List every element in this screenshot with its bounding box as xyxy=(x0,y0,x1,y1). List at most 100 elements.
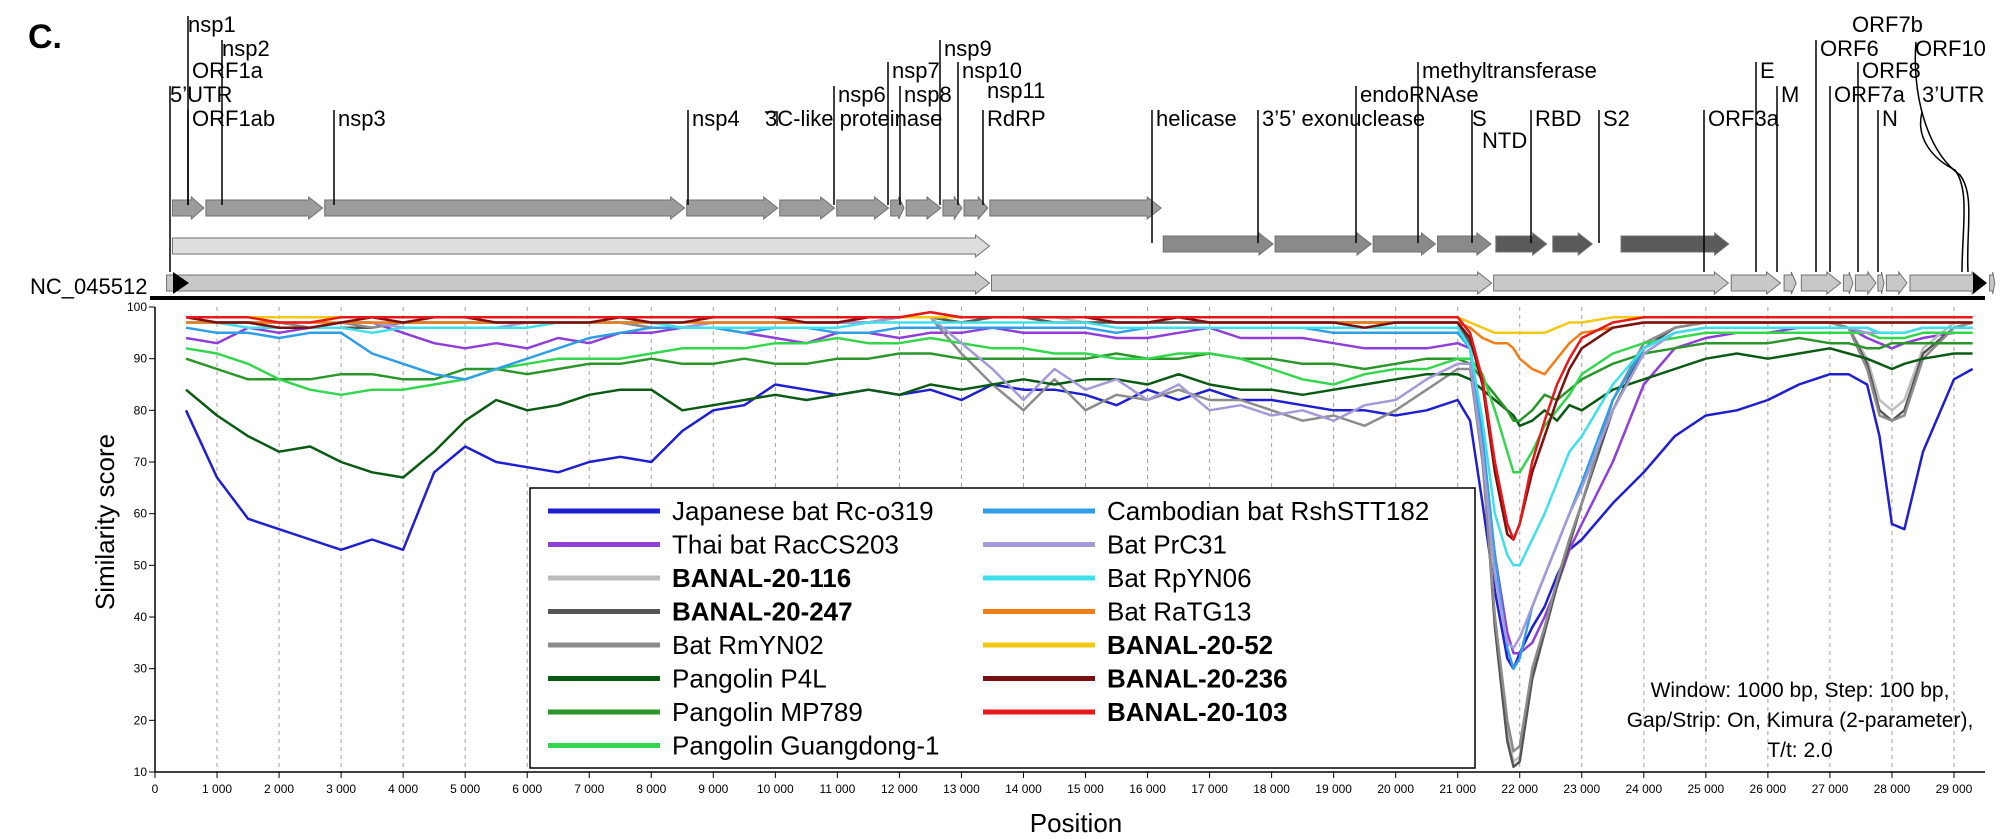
settings-annotation: Window: 1000 bp, Step: 100 bp, Gap/Strip… xyxy=(1627,679,1974,762)
series-line xyxy=(185,331,1973,474)
gene-label: ORF6 xyxy=(1820,36,1879,61)
utr-start-marker xyxy=(173,272,189,294)
x-tick-label: 3 000 xyxy=(326,782,356,796)
series-line xyxy=(186,316,1973,335)
x-tick-label: 20 000 xyxy=(1377,782,1414,796)
x-tick-label: 14 000 xyxy=(1005,782,1042,796)
x-tick-label: 16 000 xyxy=(1129,782,1166,796)
x-tick-label: 1 000 xyxy=(202,782,232,796)
y-tick-label: 80 xyxy=(134,403,148,417)
gene-arrow xyxy=(905,195,942,221)
y-tick-label: 90 xyxy=(134,352,148,366)
y-tick-label: 10 xyxy=(134,765,148,779)
legend-entry: Thai bat RacCS203 xyxy=(672,530,899,560)
gene-arrow xyxy=(205,195,324,221)
gene-label: ORF1a xyxy=(192,58,264,83)
gene-label: RBD xyxy=(1535,106,1581,131)
orf10-connector xyxy=(1914,41,1970,273)
x-tick-label: 25 000 xyxy=(1687,782,1724,796)
x-tick-label: 9 000 xyxy=(698,782,728,796)
gene-label-stem xyxy=(765,111,778,126)
gene-label: E xyxy=(1760,58,1775,83)
x-tick-label: 15 000 xyxy=(1067,782,1104,796)
legend-entry: BANAL-20-103 xyxy=(1107,697,1288,727)
gene-arrow xyxy=(1437,231,1492,257)
series-line xyxy=(185,347,1973,479)
x-tick-label: 2 000 xyxy=(264,782,294,796)
gene-arrow xyxy=(890,196,905,220)
series-line xyxy=(186,321,1973,567)
gene-label: nsp4 xyxy=(692,106,740,131)
gene-arrow xyxy=(171,195,205,221)
y-tick-label: 30 xyxy=(134,662,148,676)
gene-label: 3C-like proteinase xyxy=(765,106,942,131)
annotation-line-3: T/t: 2.0 xyxy=(1767,739,1832,762)
legend-entry: Cambodian bat RshSTT182 xyxy=(1107,496,1429,526)
gene-label: nsp11 xyxy=(987,78,1045,103)
x-tick-label: 28 000 xyxy=(1874,782,1911,796)
series-line xyxy=(185,310,1973,541)
gene-label: NTD xyxy=(1482,128,1527,153)
gene-label: nsp8 xyxy=(904,82,952,107)
series-line xyxy=(185,321,1973,655)
legend: Japanese bat Rc-o319 Thai bat RacCS203 BAN… xyxy=(529,487,1476,769)
gene-label: nsp3 xyxy=(338,106,386,131)
gene-arrow xyxy=(1620,231,1730,257)
y-tick-label: 70 xyxy=(134,455,148,469)
x-tick-label: 11 000 xyxy=(819,782,855,796)
y-tick-label: 50 xyxy=(134,558,148,572)
y-tick-label: 20 xyxy=(134,713,148,727)
gene-label: ORF7a xyxy=(1834,82,1906,107)
legend-entry: Bat RmYN02 xyxy=(672,630,824,660)
y-tick-label: 100 xyxy=(127,300,147,314)
gene-label: methyltransferase xyxy=(1422,58,1597,83)
gene-arrow xyxy=(779,195,836,221)
gene-arrow xyxy=(1274,231,1372,257)
gene-arrow xyxy=(1877,271,1885,295)
gene-arrow xyxy=(1854,270,1877,296)
gene-arrow xyxy=(942,195,963,221)
x-tick-label: 12 000 xyxy=(881,782,918,796)
gene-label: 3’5’ exonuclease xyxy=(1262,106,1425,131)
gene-label: 5’UTR xyxy=(170,82,232,107)
gene-label: ORF1ab xyxy=(192,106,275,131)
gene-arrow xyxy=(1783,271,1797,295)
legend-entry: BANAL-20-247 xyxy=(672,597,853,627)
x-tick-label: 7 000 xyxy=(574,782,604,796)
legend-entry: Pangolin P4L xyxy=(672,664,827,694)
gene-arrow xyxy=(324,195,686,221)
gene-label: S2 xyxy=(1603,106,1630,131)
x-tick-label: 5 000 xyxy=(450,782,480,796)
legend-entry: Pangolin Guangdong-1 xyxy=(672,731,939,761)
x-tick-label: 18 000 xyxy=(1253,782,1290,796)
x-tick-label: 19 000 xyxy=(1315,782,1352,796)
gene-arrow xyxy=(1885,270,1908,296)
x-tick-label: 13 000 xyxy=(943,782,980,796)
gene-arrow xyxy=(1493,270,1730,296)
gene-arrow xyxy=(166,270,991,296)
legend-entry: BANAL-20-52 xyxy=(1107,630,1273,660)
x-tick-label: 6 000 xyxy=(512,782,542,796)
x-tick-label: 26 000 xyxy=(1750,782,1787,796)
x-tick-label: 29 000 xyxy=(1936,782,1973,796)
gene-arrow xyxy=(1552,231,1594,257)
gene-arrow xyxy=(1495,231,1548,257)
gene-label: nsp10 xyxy=(962,58,1022,83)
x-tick-label: 22 000 xyxy=(1501,782,1538,796)
x-tick-label: 8 000 xyxy=(636,782,666,796)
series-line xyxy=(186,310,1973,541)
x-tick-label: 10 000 xyxy=(757,782,794,796)
gene-label: nsp7 xyxy=(892,58,940,83)
gene-arrow xyxy=(963,195,989,221)
gene-label: endoRNAse xyxy=(1360,82,1479,107)
legend-entry: Japanese bat Rc-o319 xyxy=(672,496,934,526)
reference-name: NC_045512 xyxy=(30,274,147,299)
gene-label: ORF7b xyxy=(1852,12,1923,37)
gene-label: nsp6 xyxy=(838,82,886,107)
x-tick-label: 4 000 xyxy=(388,782,418,796)
gene-label: RdRP xyxy=(987,106,1046,131)
gene-arrow xyxy=(990,270,1493,296)
gene-arrow xyxy=(1989,271,1996,295)
